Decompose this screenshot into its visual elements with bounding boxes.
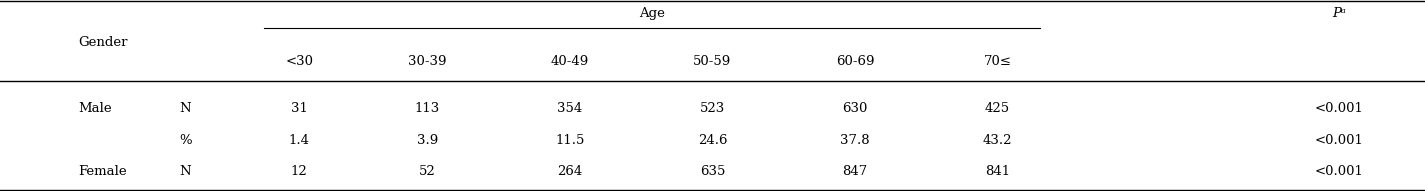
Text: Gender: Gender [78, 36, 128, 49]
Text: <30: <30 [285, 55, 314, 68]
Text: 264: 264 [557, 165, 583, 178]
Text: 70≤: 70≤ [983, 55, 1012, 68]
Text: 31: 31 [291, 102, 308, 115]
Text: 24.6: 24.6 [698, 134, 727, 147]
Text: N: N [180, 165, 191, 178]
Text: 523: 523 [700, 102, 725, 115]
Text: 30-39: 30-39 [408, 55, 447, 68]
Text: 60-69: 60-69 [835, 55, 875, 68]
Text: 847: 847 [842, 165, 868, 178]
Text: 635: 635 [700, 165, 725, 178]
Text: 1.4: 1.4 [289, 134, 309, 147]
Text: Female: Female [78, 165, 127, 178]
Text: <0.001: <0.001 [1315, 102, 1364, 115]
Text: 37.8: 37.8 [841, 134, 869, 147]
Text: 11.5: 11.5 [556, 134, 584, 147]
Text: Male: Male [78, 102, 113, 115]
Text: N: N [180, 102, 191, 115]
Text: 3.9: 3.9 [418, 134, 437, 147]
Text: 113: 113 [415, 102, 440, 115]
Text: 50-59: 50-59 [694, 55, 731, 68]
Text: 52: 52 [419, 165, 436, 178]
Text: Pᵃ: Pᵃ [1332, 7, 1347, 20]
Text: <0.001: <0.001 [1315, 165, 1364, 178]
Text: 354: 354 [557, 102, 583, 115]
Text: 43.2: 43.2 [983, 134, 1012, 147]
Text: 40-49: 40-49 [551, 55, 589, 68]
Text: 12: 12 [291, 165, 308, 178]
Text: 841: 841 [985, 165, 1010, 178]
Text: <0.001: <0.001 [1315, 134, 1364, 147]
Text: 425: 425 [985, 102, 1010, 115]
Text: %: % [180, 134, 191, 147]
Text: Age: Age [638, 7, 665, 20]
Text: 630: 630 [842, 102, 868, 115]
